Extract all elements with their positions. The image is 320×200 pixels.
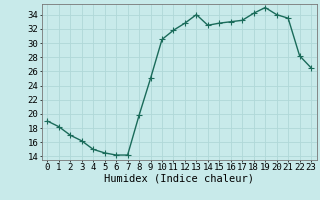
X-axis label: Humidex (Indice chaleur): Humidex (Indice chaleur) [104,174,254,184]
